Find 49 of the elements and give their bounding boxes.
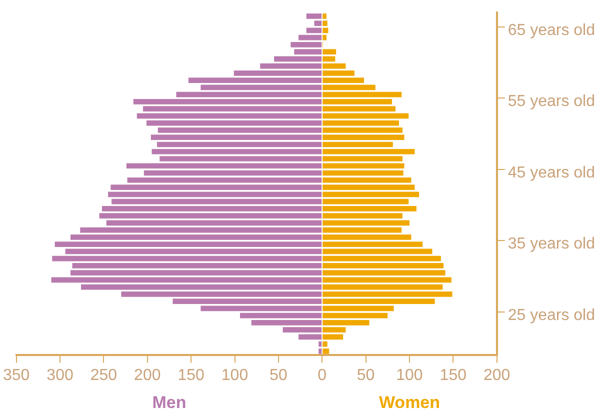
text: Men <box>152 393 186 412</box>
bar <box>322 113 409 119</box>
bar <box>112 198 322 204</box>
bar <box>322 227 402 233</box>
bar <box>298 334 322 340</box>
x-tick-label: 100 <box>396 366 423 384</box>
bar <box>322 170 404 176</box>
bar <box>322 306 394 312</box>
y-tick-label: 55 years old <box>508 93 596 110</box>
bar <box>322 56 336 62</box>
bar <box>322 34 326 40</box>
y-tick-label: 25 years old <box>508 306 596 324</box>
x-tick-label: 200 <box>134 366 161 384</box>
bar <box>322 142 393 148</box>
x-tick-label: 250 <box>90 366 118 384</box>
bar <box>322 277 452 283</box>
bar <box>322 334 344 340</box>
x-tick-label: 200 <box>483 366 510 384</box>
bar <box>322 198 409 204</box>
x-tick-label: 50 <box>356 366 375 384</box>
x-tick-label: 50 <box>270 366 288 384</box>
bar <box>80 284 322 290</box>
bar <box>322 284 443 290</box>
bar <box>274 56 322 62</box>
y-tick-label: 65 years old <box>508 22 596 39</box>
x-tick-label: 100 <box>221 366 248 384</box>
bar <box>52 256 322 262</box>
x-tick-label: 300 <box>46 366 74 384</box>
bar <box>51 277 322 283</box>
bar <box>298 34 322 40</box>
y-tick-label: 45 years old <box>508 164 596 182</box>
bar <box>322 63 346 69</box>
bar <box>144 170 322 176</box>
bar <box>322 84 376 90</box>
x-tick-label: 150 <box>178 366 205 384</box>
bar <box>136 113 322 119</box>
bar <box>65 248 322 254</box>
bar <box>157 142 322 148</box>
y-tick-label: 35 years old <box>508 236 596 253</box>
x-tick-label: 0 <box>318 366 327 384</box>
bar <box>322 256 441 262</box>
bar <box>322 248 432 254</box>
bar <box>200 84 322 90</box>
text: Women <box>378 393 440 412</box>
x-tick-label: 150 <box>440 366 467 384</box>
bar <box>80 227 322 233</box>
bar <box>200 306 322 312</box>
bar <box>260 63 322 69</box>
x-tick-label: 350 <box>2 366 30 384</box>
